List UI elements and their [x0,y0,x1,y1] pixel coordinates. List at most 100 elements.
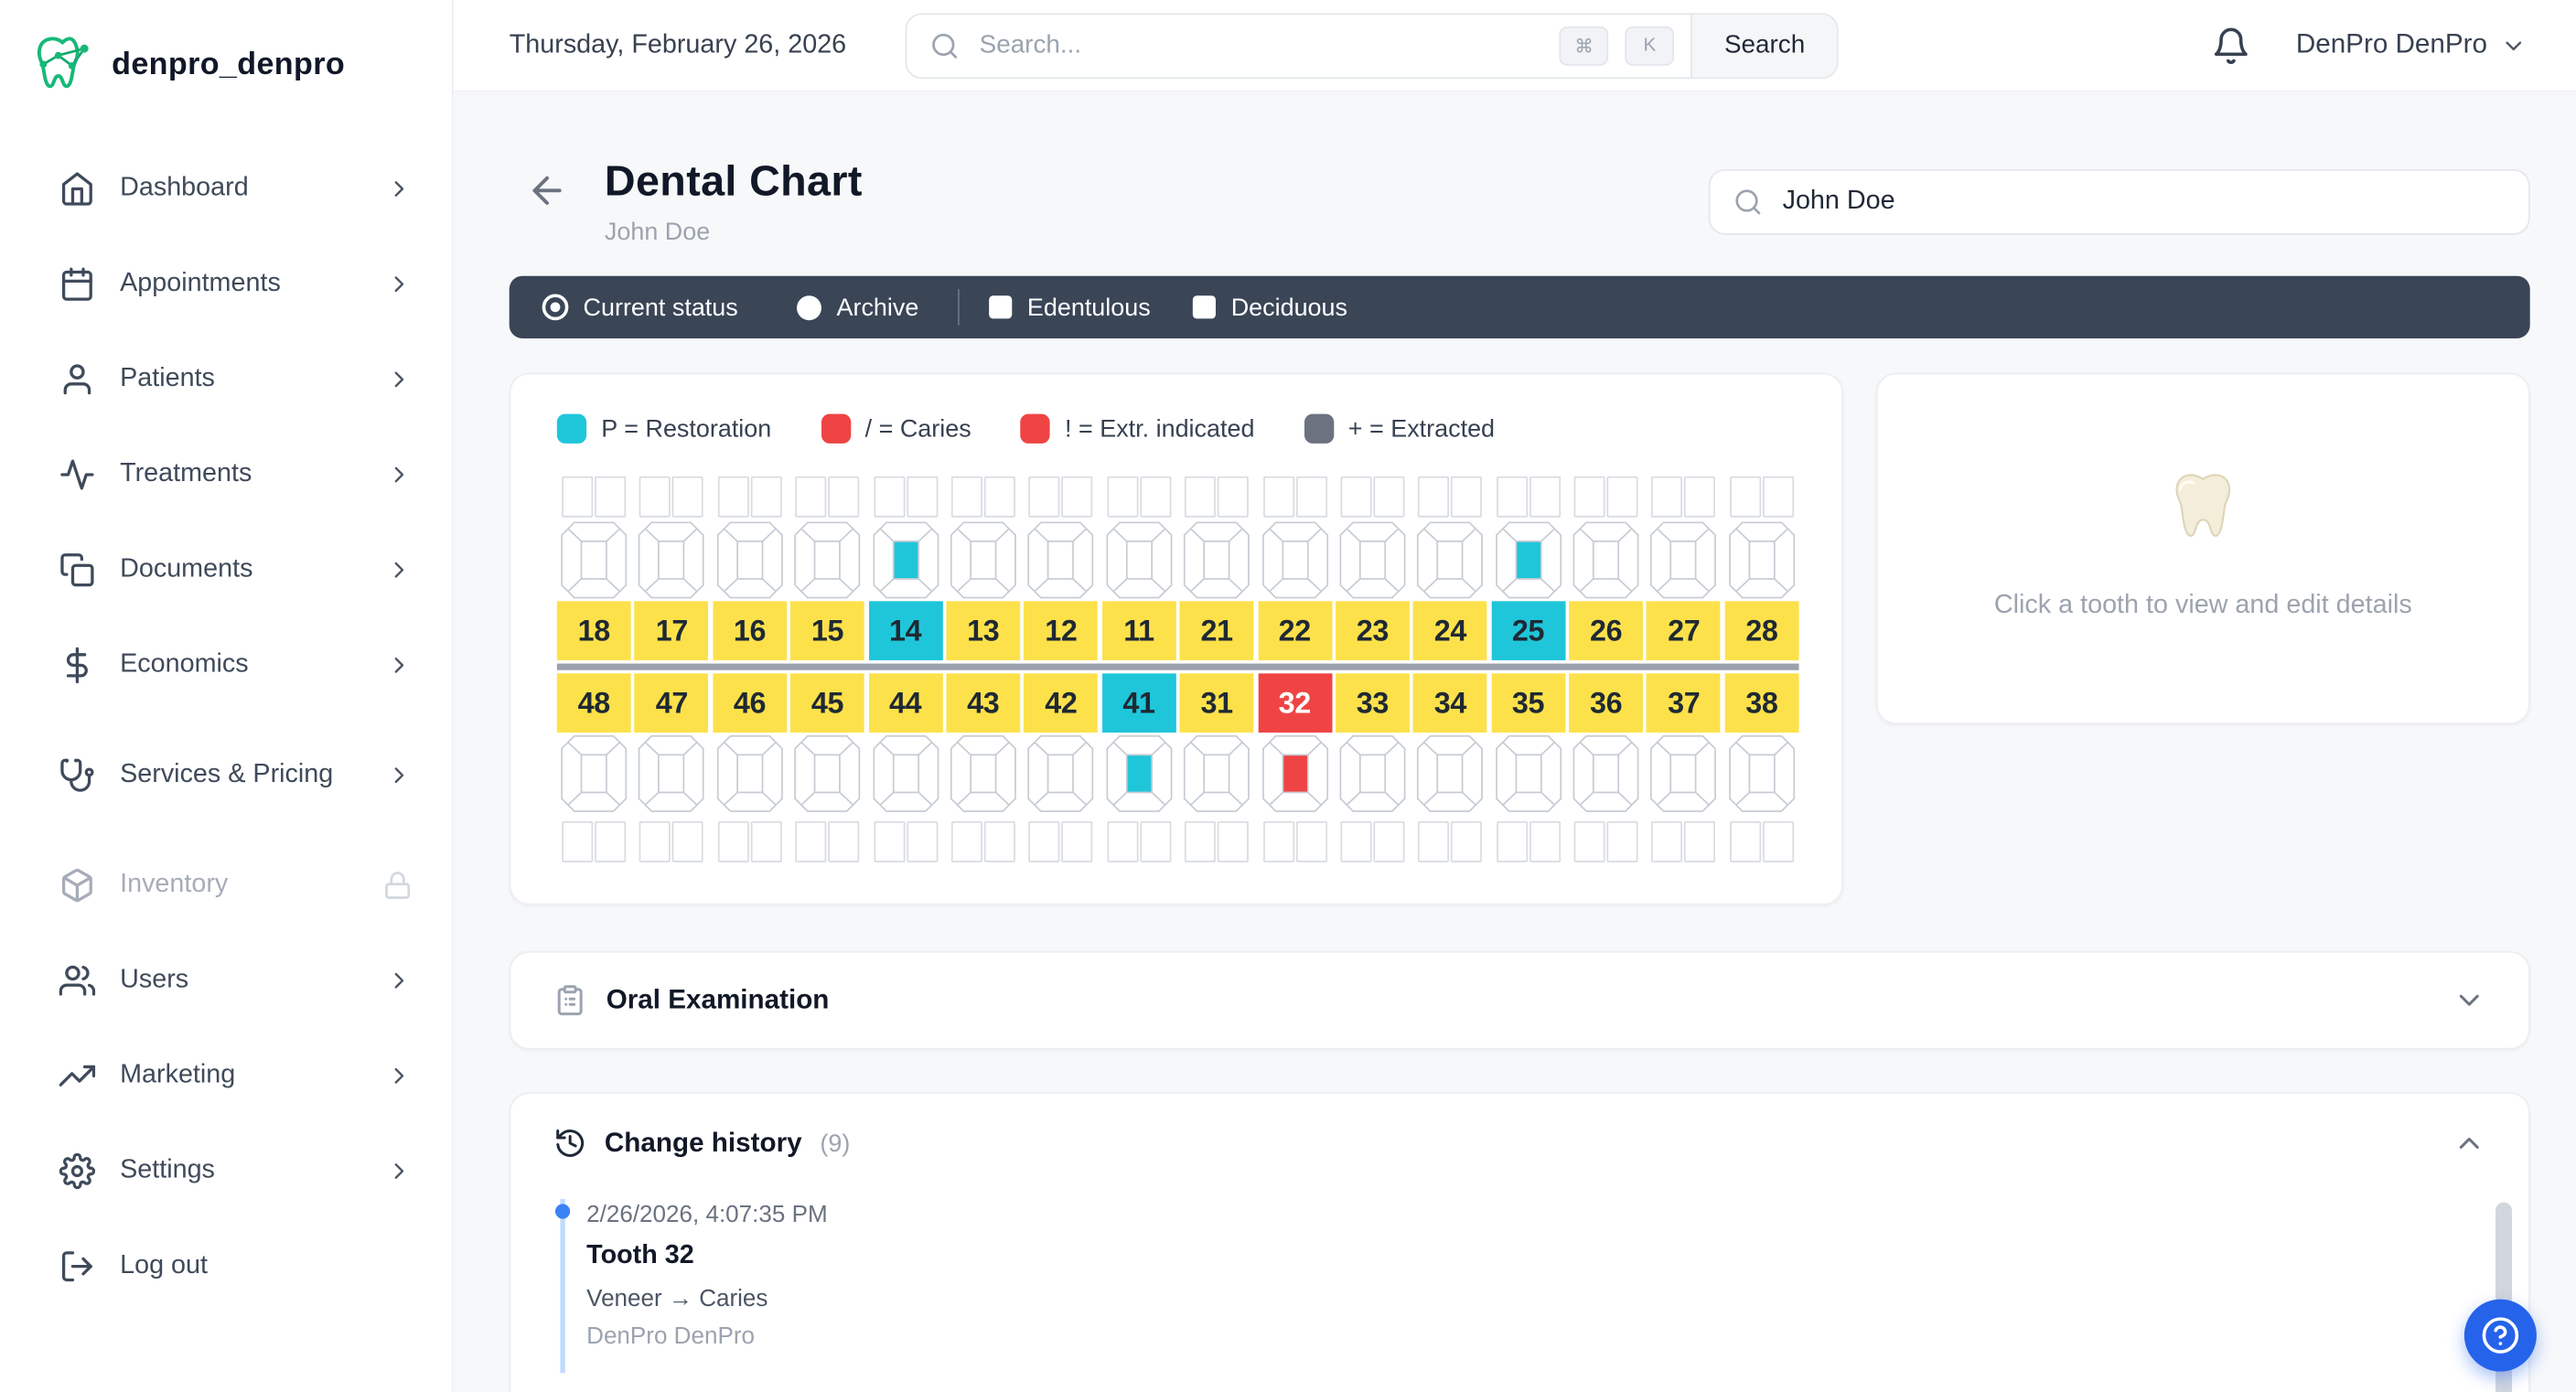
radio-current-status[interactable]: Current status [542,294,738,321]
tooth-46[interactable]: 46 [713,673,787,863]
tooth-crown-icon [716,734,783,812]
tooth-crown-icon [639,521,705,599]
checkbox-icon[interactable] [1193,295,1217,319]
radio-unselected-icon[interactable] [797,294,822,320]
tooth-48[interactable]: 48 [556,673,631,863]
sidebar-item-settings[interactable]: Settings [0,1123,452,1218]
tooth-17[interactable]: 17 [634,470,709,660]
tooth-11[interactable]: 11 [1101,470,1176,660]
sidebar-item-marketing[interactable]: Marketing [0,1028,452,1123]
sidebar-item-label: Appointments [120,268,281,297]
tooth-37[interactable]: 37 [1647,673,1722,863]
tooth-25[interactable]: 25 [1491,470,1565,660]
patient-search-input[interactable] [1778,185,2506,219]
sidebar-item-inventory[interactable]: Inventory [0,838,452,933]
tooth-21[interactable]: 21 [1179,470,1254,660]
sidebar-item-services-pricing[interactable]: Services & Pricing [0,712,452,837]
sidebar-item-label: Treatments [120,459,252,487]
tooth-45[interactable]: 45 [790,673,864,863]
tooth-24[interactable]: 24 [1413,470,1487,660]
tooth-15[interactable]: 15 [790,470,864,660]
tooth-illustration-icon [2175,475,2231,538]
legend-color-chip [821,413,851,444]
tooth-crown-icon [639,734,705,812]
tooth-roots [1573,815,1638,864]
page-header: Dental Chart John Doe [510,156,2530,246]
sidebar-item-appointments[interactable]: Appointments [0,237,452,332]
tooth-31[interactable]: 31 [1179,673,1254,863]
tooth-35[interactable]: 35 [1491,673,1565,863]
tooth-roots [873,470,938,519]
sidebar-item-economics[interactable]: Economics [0,617,452,712]
tooth-16[interactable]: 16 [713,470,787,660]
tooth-47[interactable]: 47 [634,673,709,863]
sidebar-item-dashboard[interactable]: Dashboard [0,141,452,236]
tooth-roots [717,470,782,519]
sidebar-item-users[interactable]: Users [0,933,452,1028]
shortcut-k-key: K [1625,25,1675,65]
radio-selected-icon[interactable] [542,294,569,321]
tooth-38[interactable]: 38 [1724,673,1799,863]
brand-logo[interactable]: denpro_denpro [0,0,452,124]
checkbox-icon[interactable] [989,295,1013,319]
tooth-roots [1496,470,1561,519]
help-button[interactable] [2463,1298,2537,1371]
tooth-36[interactable]: 36 [1569,673,1644,864]
gear-icon [59,1152,96,1190]
tooth-roots [795,470,860,519]
checkbox-edentulous[interactable]: Edentulous [989,294,1151,321]
tooth-18[interactable]: 18 [556,470,631,660]
tooth-crown-icon [1417,734,1484,812]
tooth-43[interactable]: 43 [946,673,1021,863]
tooth-crown-icon [1572,521,1639,599]
tooth-roots [717,815,782,864]
sidebar-item-log-out[interactable]: Log out [0,1219,452,1314]
legend-label: ! = Extr. indicated [1065,414,1255,444]
search-button[interactable]: Search [1690,14,1838,77]
tooth-12[interactable]: 12 [1024,470,1099,660]
global-search-input[interactable] [976,28,1543,62]
global-search: ⌘ K Search [905,12,1839,79]
tooth-13[interactable]: 13 [946,470,1021,660]
tooth-roots [1262,470,1327,519]
tooth-roots [1573,470,1638,519]
tooth-32[interactable]: 32 [1257,673,1332,863]
back-arrow-icon[interactable] [526,169,569,212]
tooth-crown-icon [1495,521,1562,599]
tooth-33[interactable]: 33 [1335,673,1410,863]
tooth-14[interactable]: 14 [868,470,943,660]
sidebar-item-label: Settings [120,1155,215,1184]
tooth-34[interactable]: 34 [1413,673,1487,863]
sidebar-item-patients[interactable]: Patients [0,332,452,427]
tooth-roots [1496,815,1561,864]
chevron-right-icon [394,657,404,673]
chevron-down-icon[interactable] [2453,984,2485,1017]
user-menu[interactable]: DenPro DenPro [2296,29,2527,60]
tooth-roots [562,470,627,519]
tooth-23[interactable]: 23 [1335,470,1410,660]
sidebar-item-treatments[interactable]: Treatments [0,427,452,522]
search-icon [932,32,958,58]
sidebar-item-documents[interactable]: Documents [0,522,452,617]
checkbox-deciduous[interactable]: Deciduous [1193,294,1347,321]
tooth-42[interactable]: 42 [1024,673,1099,863]
chevron-right-icon [394,767,404,784]
tooth-number: 22 [1257,601,1332,660]
tooth-22[interactable]: 22 [1257,470,1332,660]
copy-icon [60,553,94,587]
oral-examination-section: Oral Examination [509,950,2530,1050]
chart-legend: P = Restoration / = Caries ! = Extr. indic… [556,413,1796,444]
tooth-number: 33 [1335,673,1410,733]
tooth-26[interactable]: 26 [1569,470,1644,660]
bell-icon[interactable] [2210,26,2249,65]
chevron-up-icon[interactable] [2453,1127,2485,1160]
legend-item: + = Extracted [1304,413,1495,444]
radio-archive[interactable]: Archive [797,294,918,321]
tooth-27[interactable]: 27 [1647,470,1722,660]
box-icon [61,868,92,903]
tooth-41[interactable]: 41 [1101,673,1176,863]
question-circle-icon [2482,1316,2519,1353]
tooth-44[interactable]: 44 [868,673,943,863]
tooth-28[interactable]: 28 [1724,470,1799,660]
